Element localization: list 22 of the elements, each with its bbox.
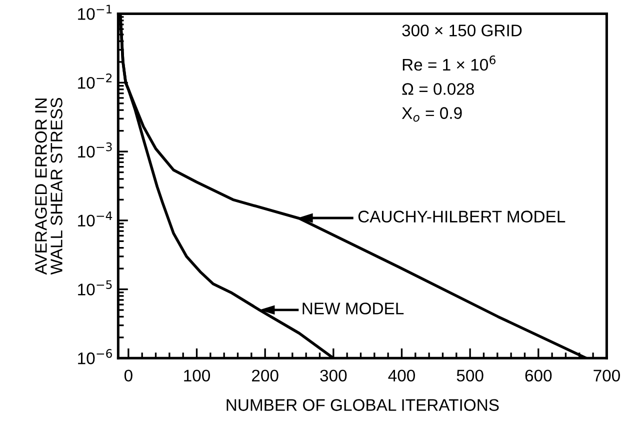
y-axis-title: AVERAGED ERROR IN WALL SHEAR STRESS [35,98,62,275]
x-axis-title: NUMBER OF GLOBAL ITERATIONS [226,399,499,411]
x-tick-label: 200 [252,370,278,382]
y-tick-label: 10$^{−6}$ [78,349,112,364]
annotation: Re = 1 × 10$^{6}$ [402,55,496,71]
x-tick-label: 100 [184,370,210,382]
y-tick-label: 10$^{−4}$ [78,211,112,226]
y-tick-label: 10$^{−3}$ [78,142,112,158]
annotation: Ω = 0.028 [402,83,474,95]
y-tick-label: 10$^{−5}$ [78,280,112,296]
x-tick-label: 600 [525,370,552,382]
annotation: 300 × 150 GRID [402,24,522,36]
annotation: NEW MODEL [302,302,404,314]
y-tick-label: 10$^{−2}$ [78,74,112,89]
x-tick-label: 0 [124,370,132,382]
annotation: CAUCHY-HILBERT MODEL [358,210,566,222]
x-tick-label: 700 [594,370,620,382]
x-tick-label: 500 [456,370,484,382]
x-tick-label: 400 [388,370,415,382]
x-tick-label: 300 [320,370,347,382]
annotation: X$_{o}$ = 0.9 [402,107,462,122]
y-tick-label: 10$^{−1}$ [78,4,112,20]
